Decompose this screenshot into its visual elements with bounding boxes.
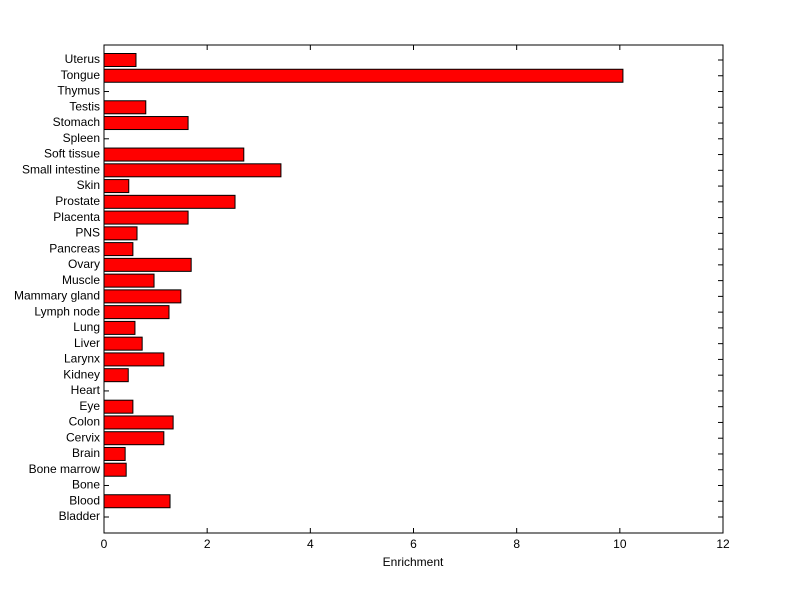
y-tick-label: Muscle [62,273,100,287]
y-tick-label: Eye [79,399,100,413]
y-tick-label: Small intestine [22,162,100,176]
bar [103,116,189,131]
y-tick-label: Tongue [61,68,101,82]
y-tick-label: Placenta [53,210,100,224]
x-tick-label: 8 [513,537,520,551]
bar [103,273,155,288]
y-tick-label: Skin [77,178,100,192]
bar [103,289,182,304]
y-tick-label: Ovary [68,257,100,271]
y-tick-label: Bladder [59,509,100,523]
y-tick-label: Blood [69,493,100,507]
bar [103,399,134,414]
x-tick-label: 6 [410,537,417,551]
y-tick-label: Liver [74,336,100,350]
y-tick-label: Mammary gland [14,289,100,303]
bar [103,194,236,209]
bar [103,336,143,351]
plot-frame [103,44,724,534]
y-tick-label: Kidney [63,367,100,381]
y-tick-label: Colon [69,415,100,429]
bar [103,68,624,83]
bar [103,242,134,257]
y-tick-label: Prostate [55,194,100,208]
x-tick-label: 4 [307,537,314,551]
bar [103,305,170,320]
bar [103,431,165,446]
bar [103,494,171,509]
y-tick-label: Soft tissue [44,147,100,161]
y-tick-label: Spleen [63,131,100,145]
y-tick-label: Thymus [57,84,100,98]
x-tick-label: 2 [204,537,211,551]
bar [103,415,174,430]
y-tick-label: Bone [72,478,100,492]
bar [103,368,129,383]
bar [103,147,245,162]
y-tick-label: Cervix [66,430,100,444]
bar [103,53,137,67]
x-tick-label: 10 [613,537,627,551]
bar [103,163,282,178]
y-tick-label: Larynx [64,352,100,366]
bar [103,446,126,461]
y-tick-label: Pancreas [49,241,100,255]
bar [103,352,165,367]
bar [103,100,147,115]
bar [103,226,138,241]
y-tick-label: Uterus [65,52,100,66]
bar [103,179,130,194]
y-tick-label: Lung [73,320,100,334]
bar [103,257,192,272]
x-tick-label: 12 [716,537,730,551]
y-tick-label: Stomach [53,115,100,129]
bar [103,210,189,225]
x-axis-label: Enrichment [383,555,444,569]
y-tick-label: PNS [75,226,100,240]
bar [103,462,127,477]
bar [103,320,136,335]
y-tick-label: Lymph node [34,304,100,318]
y-tick-label: Brain [72,446,100,460]
y-tick-label: Heart [71,383,101,397]
y-tick-label: Testis [69,99,100,113]
x-tick-label: 0 [101,537,108,551]
y-tick-label: Bone marrow [29,462,101,476]
